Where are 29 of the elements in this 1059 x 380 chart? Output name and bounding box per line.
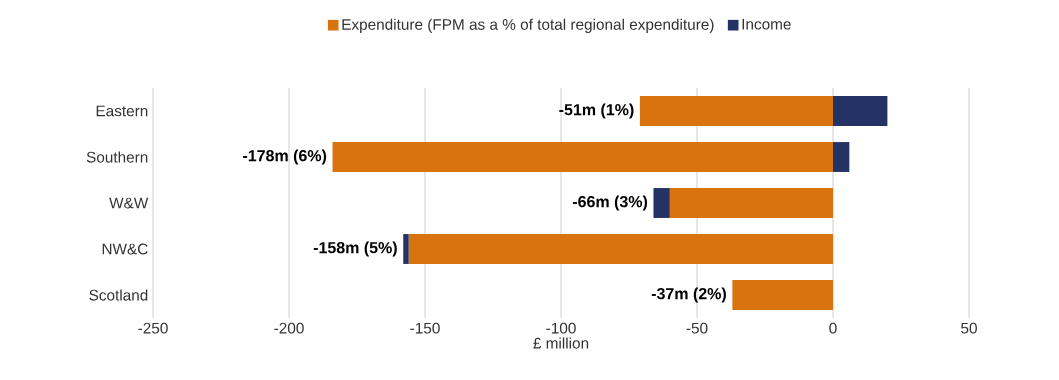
x-tick-label: -100 bbox=[546, 322, 576, 334]
legend-label: Expenditure (FPM as a % of total regional expenditure) bbox=[342, 18, 714, 33]
x-tick-label: -250 bbox=[138, 322, 168, 334]
x-tick-label: 50 bbox=[961, 322, 977, 334]
bar bbox=[653, 188, 670, 218]
total-label: -66m (3%) bbox=[572, 195, 648, 211]
y-tick-label: NW&C bbox=[102, 243, 148, 255]
y-tick-label: Southern bbox=[86, 151, 148, 163]
x-tick-label: -200 bbox=[274, 322, 304, 334]
bar bbox=[408, 234, 833, 264]
total-label: -51m (1%) bbox=[559, 103, 634, 119]
x-axis-title: £ million bbox=[533, 337, 589, 349]
y-tick-label: W&W bbox=[109, 197, 149, 209]
total-label: -158m (5%) bbox=[313, 241, 397, 257]
y-tick-label: Scotland bbox=[89, 289, 148, 301]
total-label: -178m (6%) bbox=[243, 149, 327, 165]
bar bbox=[732, 280, 833, 310]
x-tick-label: -150 bbox=[410, 322, 440, 334]
bar bbox=[833, 96, 888, 126]
y-tick-label: Eastern bbox=[96, 105, 148, 117]
total-label: -37m (2%) bbox=[651, 287, 726, 303]
legend-label: Income bbox=[742, 18, 791, 30]
bar bbox=[403, 234, 409, 264]
bar bbox=[332, 142, 833, 172]
x-tick-label: -50 bbox=[686, 322, 708, 334]
x-tick-label: 0 bbox=[829, 322, 837, 334]
bar bbox=[639, 96, 833, 126]
bar bbox=[669, 188, 833, 218]
bar bbox=[833, 142, 850, 172]
